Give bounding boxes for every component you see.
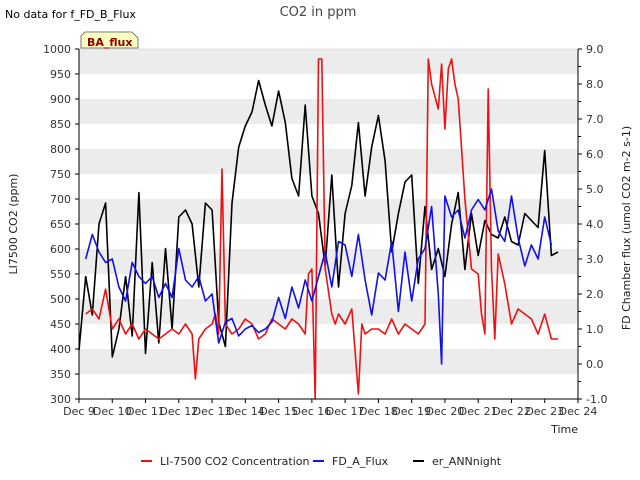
left-tick-label: 350: [50, 368, 71, 381]
x-tick-label: Dec 12: [159, 405, 198, 418]
left-tick-label: 550: [50, 268, 71, 281]
left-tick-label: 400: [50, 343, 71, 356]
right-tick-label: 2.0: [586, 288, 604, 301]
grid-band: [79, 174, 578, 199]
x-tick-label: Dec 16: [292, 405, 331, 418]
left-tick-label: 950: [50, 68, 71, 81]
series-layer: [78, 58, 559, 400]
x-tick-label: Dec 13: [193, 405, 232, 418]
x-tick-label: Dec 15: [259, 405, 298, 418]
right-tick-label: 0.0: [586, 358, 604, 371]
left-tick-label: 800: [50, 143, 71, 156]
left-tick-label: 700: [50, 193, 71, 206]
right-y-axis: -1.0 0.0 1.0 2.0 3.0 4.0 5.0 6.0 7.0 8.0 9.0: [577, 43, 607, 406]
right-tick-label: -1.0: [586, 393, 607, 406]
left-tick-label: 1000: [43, 43, 71, 56]
grid-band: [79, 99, 578, 124]
x-tick-label: Dec 20: [426, 405, 465, 418]
x-tick-label: Dec 21: [459, 405, 498, 418]
x-axis-label: Time: [550, 423, 578, 436]
right-tick-label: 3.0: [586, 253, 604, 266]
grid-band: [79, 124, 578, 149]
legend-label-er_annnight: er_ANNnight: [432, 455, 502, 468]
right-tick-label: 4.0: [586, 218, 604, 231]
x-tick-label: Dec 18: [359, 405, 398, 418]
grid-band: [79, 324, 578, 349]
grid-band: [79, 374, 578, 399]
y2-axis-label: FD Chamber flux (umol CO2 m-2 s-1): [620, 126, 633, 330]
x-tick-label: Dec 11: [126, 405, 165, 418]
left-tick-label: 600: [50, 243, 71, 256]
left-tick-label: 450: [50, 318, 71, 331]
badge-label: BA_flux: [87, 36, 132, 49]
right-tick-label: 9.0: [586, 43, 604, 56]
legend-label-li7500: LI-7500 CO2 Concentration: [160, 455, 310, 468]
left-y-axis: 300 350 400 450 500 550 600 650 700 750 800 850 900 9…: [43, 43, 80, 406]
right-tick-label: 8.0: [586, 78, 604, 91]
left-tick-label: 500: [50, 293, 71, 306]
series-line-fd_a_flux: [84, 188, 553, 365]
chart-title: CO2 in ppm: [280, 5, 357, 20]
right-tick-label: 6.0: [586, 148, 604, 161]
grid-band: [79, 149, 578, 174]
x-tick-label: Dec 22: [492, 405, 531, 418]
left-tick-label: 750: [50, 168, 71, 181]
x-tick-label: Dec 9: [63, 405, 95, 418]
series-line-li7500: [85, 58, 558, 400]
no-data-note: No data for f_FD_B_Flux: [5, 8, 136, 21]
x-tick-label: Dec 14: [226, 405, 265, 418]
left-tick-label: 300: [50, 393, 71, 406]
right-tick-label: 5.0: [586, 183, 604, 196]
grid-band: [79, 349, 578, 374]
ba-flux-badge[interactable]: BA_flux: [80, 31, 139, 49]
right-tick-label: 7.0: [586, 113, 604, 126]
x-tick-label: Dec 19: [392, 405, 431, 418]
legend-label-fd_a_flux: FD_A_Flux: [332, 455, 389, 468]
left-tick-label: 650: [50, 218, 71, 231]
grid-band: [79, 49, 578, 74]
grid-band: [79, 299, 578, 324]
x-tick-label: Dec 10: [93, 405, 132, 418]
x-tick-label: Dec 24: [559, 405, 598, 418]
grid-band: [79, 74, 578, 99]
x-tick-label: Dec 17: [326, 405, 365, 418]
legend: LI-7500 CO2 Concentration FD_A_Flux er_ANN…: [141, 455, 502, 468]
badge-shape: [80, 31, 139, 49]
series-line-er_annnight: [78, 79, 559, 358]
right-tick-label: 1.0: [586, 323, 604, 336]
x-tick-label: Dec 23: [525, 405, 564, 418]
left-tick-label: 900: [50, 93, 71, 106]
y-axis-label: LI7500 CO2 (ppm): [7, 174, 20, 275]
left-tick-label: 850: [50, 118, 71, 131]
